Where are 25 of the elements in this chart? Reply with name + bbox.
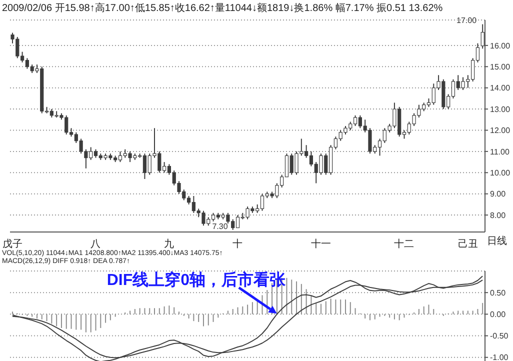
y-tick-label: 12.00	[490, 126, 511, 136]
y-tick-label: 16.00	[490, 41, 511, 50]
y-tick-label: 14.00	[490, 84, 511, 93]
y-tick-label: 9.00	[490, 190, 506, 199]
x-tick-label: 戊子	[2, 238, 22, 250]
y-tick-label: 15.00	[490, 62, 511, 72]
y-tick-label: 8.00	[490, 210, 506, 220]
y-tick-label: -1.00	[490, 353, 509, 361]
annotation: DIF线上穿0轴，后市看张	[106, 270, 286, 291]
annotation: 17.00	[456, 16, 477, 26]
x-tick-label: 十	[232, 238, 243, 250]
text: 日线	[487, 234, 507, 248]
y-tick-label: 11.00	[490, 147, 510, 156]
x-tick-label: 十二	[394, 238, 414, 250]
y-tick-label: 13.00	[490, 104, 511, 114]
y-tick-label: -0.50	[490, 332, 509, 341]
x-tick-label: 十一	[310, 238, 331, 250]
x-tick-label: 己丑	[458, 239, 478, 250]
y-tick-label: 0.50	[490, 288, 506, 298]
y-tick-label: 10.00	[490, 168, 511, 178]
y-tick-label: 0.00	[490, 310, 506, 320]
annotation: 7.30	[211, 222, 228, 231]
x-tick-label: 八	[90, 239, 101, 250]
x-tick-label: 九	[164, 238, 174, 250]
chart-title: 2009/02/06 开15.98↑高17.00↑低15.85↑收16.62↑量11044↓额1819↓换1.86% 幅7.17% 振0.51 13.62%	[2, 2, 443, 15]
